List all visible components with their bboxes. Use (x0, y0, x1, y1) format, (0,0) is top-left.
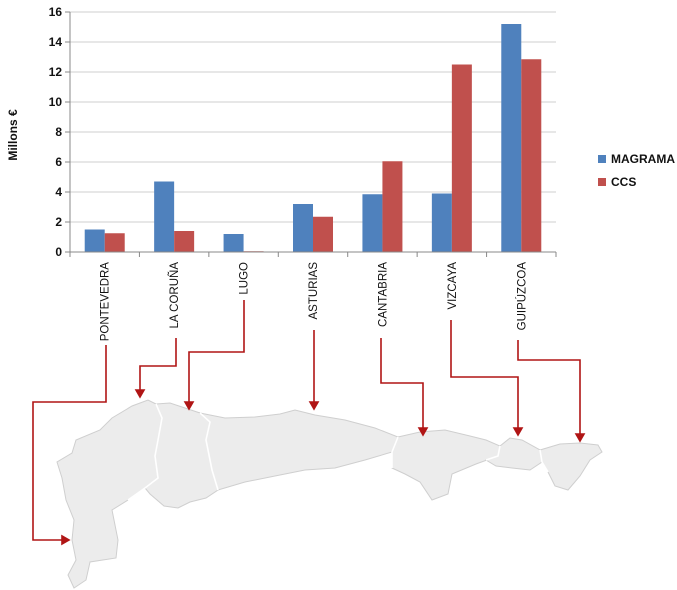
category-labels: PONTEVEDRA LA CORUÑA LUGO ASTURIAS CANTABRIA… (100, 262, 529, 342)
gridlines (65, 11, 556, 253)
bar-ccs-5 (382, 161, 403, 252)
category-label-1: PONTEVEDRA (100, 262, 112, 342)
legend: MAGRAMA CCS (598, 152, 675, 189)
map-region-cantabria (391, 429, 501, 501)
map-region-asturias (198, 409, 399, 491)
y-tick-label-4: 4 (55, 185, 62, 199)
map-region-guipuzcoa (539, 442, 603, 491)
y-tick-label-0: 0 (55, 245, 62, 259)
arrow-cantabria (380, 338, 424, 428)
bar-magrama-7 (501, 24, 522, 252)
region-map (56, 399, 603, 589)
category-label-6: VIZCAYA (447, 262, 459, 310)
map-region-galicia (56, 399, 163, 589)
bar-ccs-1 (104, 233, 125, 252)
category-label-5: CANTABRIA (377, 262, 389, 327)
y-tick-label-14: 14 (49, 35, 63, 49)
y-tick-label-2: 2 (55, 215, 62, 229)
bar-magrama-1 (84, 229, 105, 252)
arrow-lugo (188, 300, 245, 402)
bar-ccs-4 (313, 216, 333, 252)
bar-magrama-3 (223, 234, 244, 252)
bar-ccs-6 (451, 64, 472, 252)
category-label-3: LUGO (239, 262, 251, 295)
y-tick-label-12: 12 (49, 65, 63, 79)
category-label-4: ASTURIAS (308, 262, 320, 320)
legend-label-ccs: CCS (611, 175, 636, 189)
bars (84, 24, 542, 252)
y-tick-label-16: 16 (49, 5, 63, 19)
y-tick-label-8: 8 (55, 125, 62, 139)
bar-magrama-4 (293, 204, 313, 252)
legend-swatch-ccs (598, 178, 606, 186)
y-tick-label-10: 10 (49, 95, 63, 109)
arrow-pontevedra (32, 345, 107, 541)
y-tick-labels: 0 2 4 6 8 10 12 14 16 (49, 5, 63, 259)
y-tick-label-6: 6 (55, 155, 62, 169)
bar-magrama-5 (362, 194, 383, 252)
bar-magrama-2 (154, 181, 175, 252)
category-label-7: GUIPÚZCOA (515, 262, 528, 331)
y-axis-label: Millons € (6, 109, 20, 161)
axes (69, 12, 557, 257)
bar-ccs-7 (521, 59, 542, 252)
legend-label-magrama: MAGRAMA (611, 152, 675, 166)
category-label-2: LA CORUÑA (168, 262, 181, 329)
arrow-vizcaya (450, 320, 519, 428)
region-arrows (32, 300, 586, 546)
bar-ccs-2 (174, 231, 195, 252)
arrow-la-coruna (139, 338, 177, 392)
bar-magrama-6 (431, 193, 452, 252)
legend-swatch-magrama (598, 155, 606, 163)
arrow-guipuzcoa (517, 340, 581, 434)
